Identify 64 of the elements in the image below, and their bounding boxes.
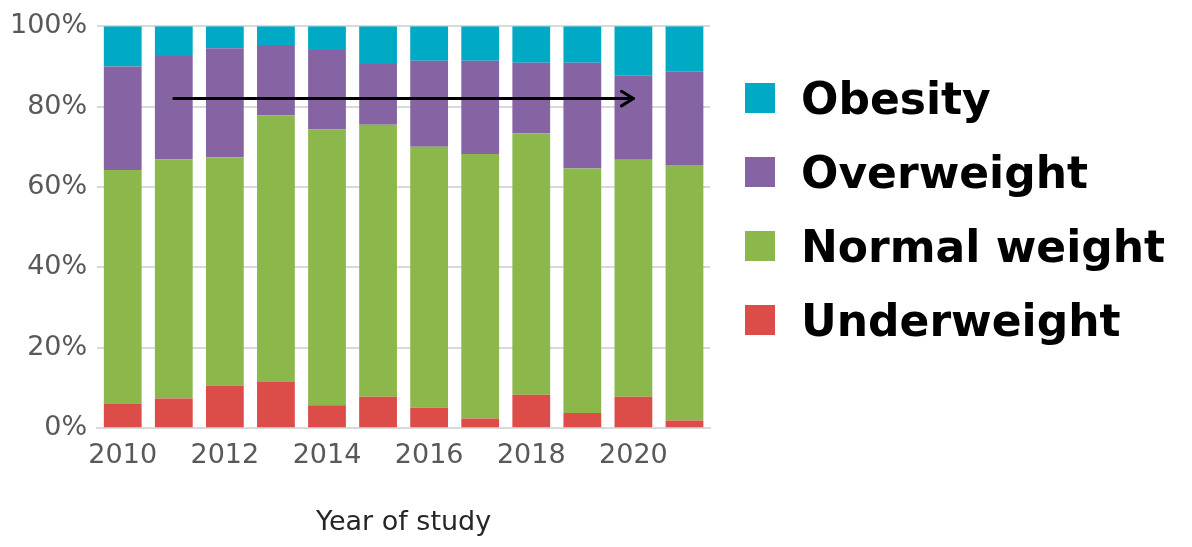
bar <box>257 45 295 116</box>
bar <box>154 398 193 428</box>
bar <box>154 26 193 56</box>
x-tick-label: 2010 <box>88 438 158 470</box>
bar <box>359 124 397 397</box>
bar <box>205 157 244 386</box>
bar <box>359 396 397 428</box>
bar <box>308 129 346 406</box>
bar <box>614 26 653 76</box>
bar <box>359 26 397 64</box>
bar <box>512 133 551 395</box>
bar <box>563 412 602 428</box>
bar <box>410 60 449 147</box>
bar <box>461 26 500 61</box>
bar <box>563 26 602 63</box>
x-tick-label: 2020 <box>599 438 668 470</box>
x-tick-label: 2016 <box>394 438 464 470</box>
bar <box>410 26 449 61</box>
bar <box>103 66 142 171</box>
y-tick-label: 100% <box>9 8 88 40</box>
bar <box>665 26 704 72</box>
legend-label: Obesity <box>801 73 991 124</box>
bar <box>154 55 193 160</box>
y-tick-label: 40% <box>27 249 88 281</box>
bar <box>461 60 500 155</box>
bar <box>308 49 346 130</box>
bar <box>359 63 397 125</box>
bar <box>614 159 653 397</box>
bar <box>308 26 346 50</box>
legend-label: Normal weight <box>801 221 1166 272</box>
bar <box>563 168 602 413</box>
bar <box>257 115 295 382</box>
bar <box>512 62 551 134</box>
bar <box>154 159 193 399</box>
bar <box>410 407 449 428</box>
bar <box>512 394 551 428</box>
x-tick-label: 2012 <box>190 438 260 470</box>
bar <box>308 405 346 428</box>
legend-label: Underweight <box>801 295 1121 346</box>
bar <box>205 26 244 49</box>
y-tick-label: 20% <box>27 329 88 361</box>
bar <box>461 154 500 419</box>
bar <box>665 164 704 421</box>
y-tick-label: 60% <box>27 169 88 201</box>
bar <box>103 170 142 405</box>
bar <box>257 26 295 46</box>
y-tick-label: 80% <box>27 88 88 120</box>
x-axis-title: Year of study <box>314 504 492 536</box>
bar <box>461 418 500 428</box>
bar <box>205 48 244 158</box>
bar <box>512 26 551 63</box>
y-tick-label: 0% <box>44 410 88 442</box>
bar <box>563 62 602 169</box>
bar <box>665 71 704 165</box>
x-tick-label: 2018 <box>496 438 566 470</box>
bar <box>257 381 295 428</box>
x-tick-label: 2014 <box>292 438 362 470</box>
bar <box>410 146 449 408</box>
legend-label: Overweight <box>801 147 1089 198</box>
bar <box>205 385 244 428</box>
bar <box>103 404 142 428</box>
bar <box>614 396 653 428</box>
bar <box>614 75 653 160</box>
bar <box>103 26 142 67</box>
